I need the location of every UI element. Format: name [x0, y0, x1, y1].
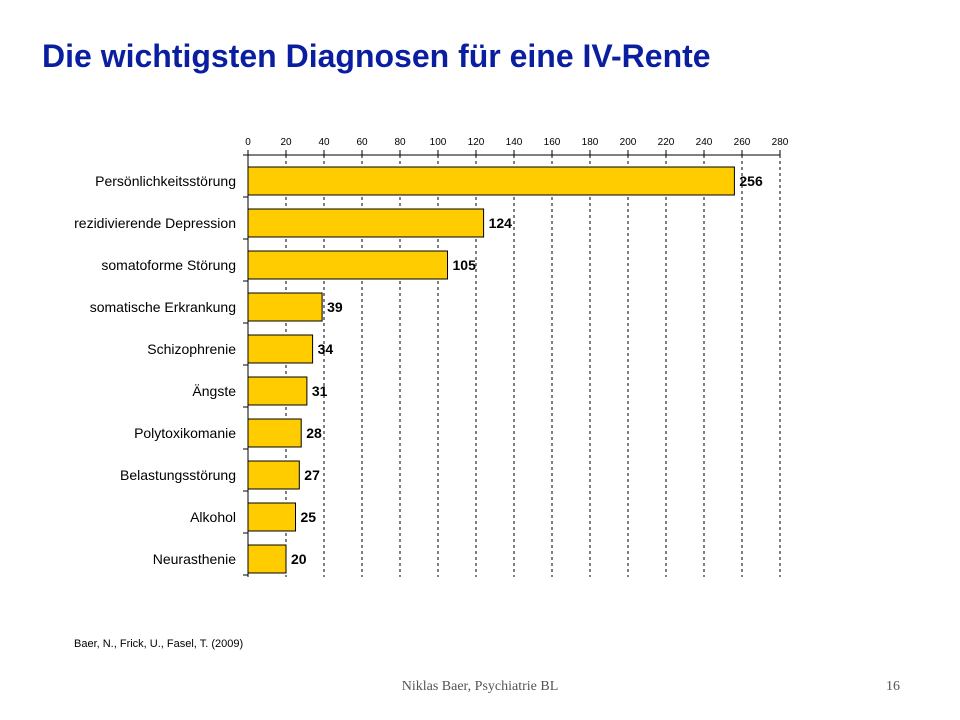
- x-tick-label: 220: [658, 137, 675, 148]
- bar: [247, 334, 314, 364]
- value-label: 256: [739, 173, 763, 189]
- category-label: rezidivierende Depression: [74, 215, 236, 231]
- bar: [247, 292, 323, 322]
- value-label: 20: [291, 551, 307, 567]
- page-number: 16: [886, 679, 900, 694]
- category-label: somatische Erkrankung: [90, 299, 236, 315]
- value-label: 39: [327, 299, 343, 315]
- x-tick-label: 160: [544, 137, 561, 148]
- bar: [247, 376, 308, 406]
- x-tick-label: 200: [620, 137, 637, 148]
- x-tick-label: 260: [734, 137, 751, 148]
- slide-title: Die wichtigsten Diagnosen für eine IV-Re…: [42, 38, 711, 74]
- footer-text: Niklas Baer, Psychiatrie BL: [401, 679, 559, 694]
- x-tick-label: 180: [582, 137, 599, 148]
- x-tick-label: 280: [772, 137, 789, 148]
- value-label: 124: [489, 215, 513, 231]
- x-tick-label: 120: [468, 137, 485, 148]
- citation: Baer, N., Frick, U., Fasel, T. (2009): [74, 638, 244, 650]
- x-tick-label: 40: [318, 137, 330, 148]
- bar: [247, 418, 302, 448]
- category-label: Schizophrenie: [147, 341, 236, 357]
- category-label: Polytoxikomanie: [134, 425, 236, 441]
- x-tick-label: 240: [696, 137, 713, 148]
- x-tick-label: 60: [356, 137, 368, 148]
- bar: [247, 460, 300, 490]
- value-label: 27: [304, 467, 320, 483]
- bar: [247, 544, 287, 574]
- x-tick-label: 0: [245, 137, 251, 148]
- x-tick-label: 80: [394, 137, 406, 148]
- bar: [247, 166, 735, 196]
- bar: [247, 502, 296, 532]
- bar: [247, 208, 485, 238]
- value-label: 105: [453, 257, 477, 273]
- category-label: somatoforme Störung: [101, 257, 236, 273]
- category-label: Neurasthenie: [153, 551, 236, 567]
- category-label: Ängste: [192, 383, 236, 399]
- bar: [247, 250, 448, 280]
- value-label: 25: [301, 509, 317, 525]
- value-label: 28: [306, 425, 322, 441]
- category-label: Persönlichkeitsstörung: [95, 173, 236, 189]
- value-label: 34: [318, 341, 334, 357]
- category-label: Belastungsstörung: [120, 467, 236, 483]
- x-tick-label: 20: [280, 137, 292, 148]
- x-tick-label: 100: [430, 137, 447, 148]
- x-tick-label: 140: [506, 137, 523, 148]
- value-label: 31: [312, 383, 328, 399]
- category-label: Alkohol: [190, 509, 236, 525]
